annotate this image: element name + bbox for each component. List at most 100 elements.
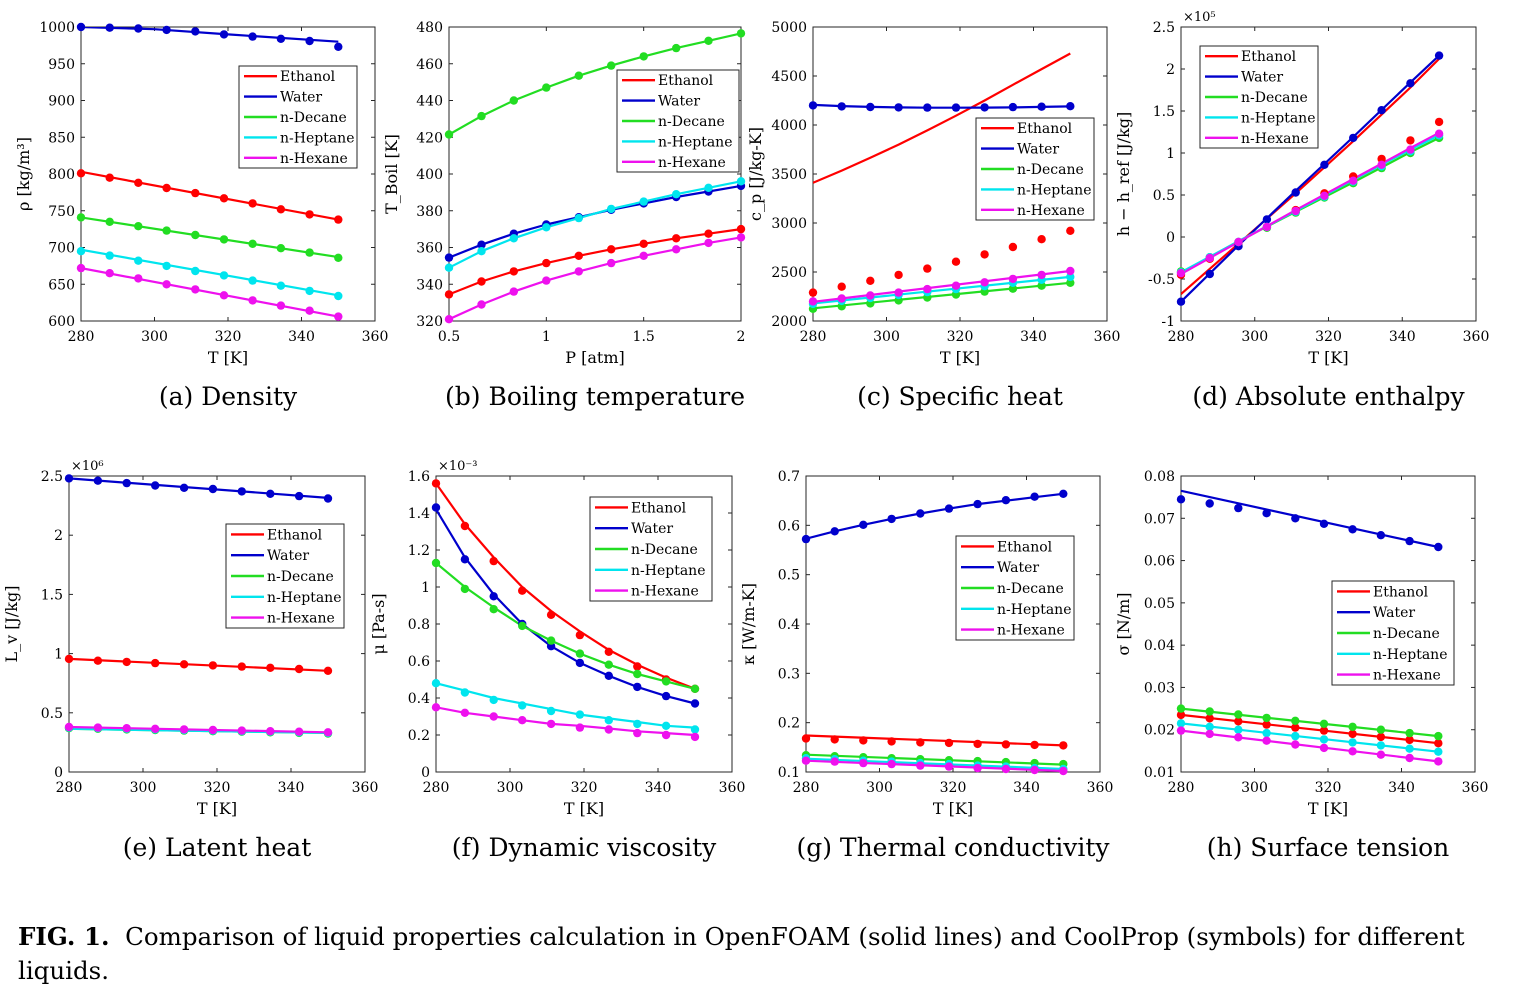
data-point-ethanol [951,257,961,266]
y-tick-label: 800 [48,167,75,183]
data-point-n-hexane [542,276,551,285]
legend-label: Water [997,560,1039,576]
data-point-water [134,24,143,33]
x-tick-label: 280 [793,780,820,796]
legend: Ethanol Water n-Decane n-Heptane n-Hexane [238,65,358,169]
data-point-n-decane [191,230,200,240]
data-point-ethanol [546,610,556,619]
y-tick-label: 320 [416,314,443,330]
data-point-water [1349,133,1358,143]
legend-label: Water [267,548,309,564]
data-point-n-decane [1405,728,1414,738]
data-point-ethanol [604,647,613,656]
x-axis-label: T [K] [933,799,973,818]
data-point-n-decane [276,244,286,253]
y-axis-label: ρ [kg/m³] [14,137,33,211]
data-point-n-decane [633,669,642,679]
y-tick-label: 420 [416,130,443,146]
data-point-n-hexane [1066,266,1075,276]
data-point-ethanol [151,658,160,668]
legend: Ethanol Water n-Decane n-Heptane n-Hexane [1331,580,1455,686]
data-point-ethanol [894,270,903,280]
data-point-n-hexane [980,278,989,287]
data-point-n-decane [219,235,229,244]
data-point-n-hexane [1291,740,1300,749]
data-point-ethanol [509,267,518,276]
data-point-n-hexane [973,763,982,773]
data-point-water [305,36,314,46]
data-point-water [105,23,114,32]
data-point-water [1030,492,1039,501]
data-point-ethanol [859,736,868,745]
series-line-ethanol [69,657,329,672]
data-point-n-decane [575,649,585,658]
y-axis-label: L_v [J/kg] [2,586,21,663]
series-line-n-hexane [1181,729,1439,763]
data-point-n-decane [444,130,454,139]
data-point-n-heptane [1405,744,1414,753]
y-axis-label: h − h_ref [J/kg] [1114,112,1133,237]
data-point-ethanol [801,734,811,743]
data-point-n-hexane [1349,176,1358,185]
chart-panel-8: 280 300 320 340 360 0.01 0.02 0.03 0.04 0.05 0.06 0… [1114,469,1488,862]
data-point-n-hexane [179,725,189,734]
x-tick-label: 320 [1315,780,1342,796]
data-point-n-hexane [1291,206,1300,216]
legend-label: n-Decane [1241,90,1308,106]
data-point-n-hexane [1001,764,1011,774]
y-tick-label: 0.6 [778,518,800,534]
data-point-water [477,240,486,249]
data-point-n-decane [1291,716,1300,725]
y-tick-label: 2000 [771,314,807,330]
data-point-n-hexane [1205,729,1214,739]
data-point-n-hexane [574,267,583,276]
data-point-water [266,489,275,498]
data-point-n-decane [1319,719,1329,728]
data-point-water [276,34,286,43]
data-point-ethanol [1205,714,1214,723]
y-tick-label: 2 [1166,62,1175,78]
data-point-n-hexane [830,757,839,766]
data-point-n-hexane [151,724,160,733]
data-point-n-decane [76,213,86,222]
data-point-water [1008,102,1018,112]
legend-label: Water [1373,605,1415,621]
series-line-water [1181,489,1439,549]
y-tick-label: 0.01 [1144,765,1175,781]
data-point-ethanol [866,276,875,285]
data-point-n-hexane [460,708,470,717]
legend-label: Water [280,90,322,106]
data-point-ethanol [1059,741,1068,750]
data-point-n-heptane [518,701,527,710]
x-tick-label: 340 [1388,780,1415,796]
data-point-ethanol [916,738,925,747]
y-tick-label: 0.06 [1144,554,1175,570]
data-point-water [219,30,229,39]
data-point-water [151,481,160,490]
data-point-water [444,253,454,262]
data-point-n-heptane [1234,725,1243,734]
panel-subtitle: (d) Absolute enthalpy [1192,382,1465,411]
data-point-n-decane [542,83,551,92]
legend-label: Ethanol [1373,584,1429,600]
data-point-n-hexane [93,723,103,732]
x-tick-label: 2 [737,329,746,345]
data-point-water [661,691,671,701]
data-point-water [162,25,171,35]
data-point-n-decane [1066,278,1075,287]
data-point-n-decane [1008,284,1018,293]
data-point-n-hexane [944,762,954,771]
y-tick-label: 1.5 [1153,104,1175,120]
data-point-water [923,103,932,112]
data-point-n-hexane [923,284,932,294]
data-point-ethanol [64,654,74,664]
data-point-n-heptane [639,197,648,206]
data-point-water [179,483,189,492]
y-tick-label: 340 [416,277,443,293]
data-point-water [604,671,613,680]
legend-label: Ethanol [997,539,1053,555]
data-point-n-hexane [1434,757,1443,766]
data-point-water [1234,503,1243,513]
data-point-ethanol [672,234,681,243]
